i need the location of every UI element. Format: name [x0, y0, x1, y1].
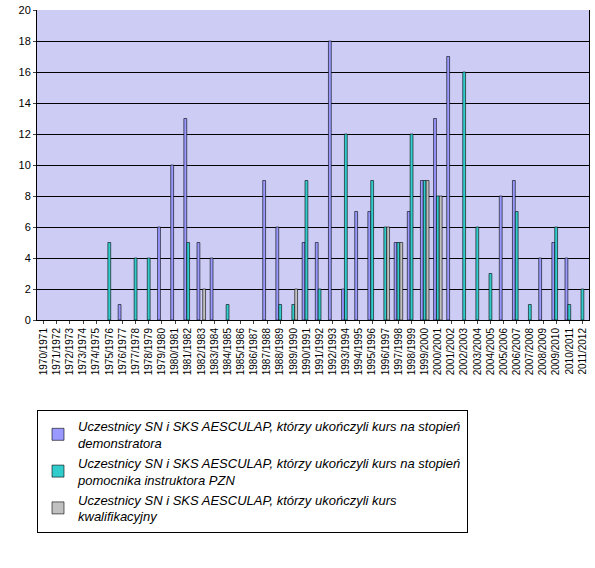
svg-text:10: 10 [19, 159, 31, 171]
svg-text:2005/2006: 2005/2006 [498, 328, 509, 376]
svg-text:2006/2007: 2006/2007 [511, 328, 522, 376]
svg-text:1974/1975: 1974/1975 [90, 328, 101, 376]
svg-text:1992/1993: 1992/1993 [327, 328, 338, 376]
svg-text:20: 20 [19, 4, 31, 16]
svg-text:1972/1973: 1972/1973 [64, 328, 75, 376]
svg-text:6: 6 [25, 221, 31, 233]
svg-text:14: 14 [19, 97, 31, 109]
svg-text:2004/2005: 2004/2005 [485, 328, 496, 376]
svg-text:2: 2 [25, 283, 31, 295]
svg-text:1980/1981: 1980/1981 [169, 328, 180, 376]
svg-text:12: 12 [19, 128, 31, 140]
svg-text:1997/1998: 1997/1998 [393, 328, 404, 376]
svg-text:1985/1986: 1985/1986 [235, 328, 246, 376]
svg-text:1995/1996: 1995/1996 [366, 328, 377, 376]
svg-text:Uczestnicy SN i SKS AESCULAP,: Uczestnicy SN i SKS AESCULAP, którzy uko… [78, 419, 460, 451]
svg-text:1979/1980: 1979/1980 [156, 328, 167, 376]
svg-text:1977/1978: 1977/1978 [130, 328, 141, 376]
svg-text:1993/1994: 1993/1994 [340, 328, 351, 376]
svg-text:1984/1985: 1984/1985 [222, 328, 233, 376]
svg-text:1976/1977: 1976/1977 [117, 328, 128, 376]
svg-text:Uczestnicy SN i SKS AESCULAP,: Uczestnicy SN i SKS AESCULAP, którzy uko… [77, 456, 460, 488]
svg-text:0: 0 [25, 314, 31, 326]
svg-text:1986/1987: 1986/1987 [248, 328, 259, 376]
svg-text:2008/2009: 2008/2009 [537, 328, 548, 376]
svg-text:1994/1995: 1994/1995 [353, 328, 364, 376]
svg-text:1987/1988: 1987/1988 [261, 328, 272, 376]
svg-text:1983/1984: 1983/1984 [209, 328, 220, 376]
svg-text:2007/2008: 2007/2008 [524, 328, 535, 376]
svg-text:Uczestnicy SN i SKS AESCULAP,: Uczestnicy SN i SKS AESCULAP, którzy uko… [78, 493, 397, 525]
svg-text:1988/1989: 1988/1989 [274, 328, 285, 376]
svg-text:2000/2001: 2000/2001 [432, 328, 443, 376]
svg-text:1999/2000: 1999/2000 [419, 328, 430, 376]
svg-text:1975/1976: 1975/1976 [104, 328, 115, 376]
svg-text:2001/2002: 2001/2002 [445, 328, 456, 376]
svg-text:4: 4 [25, 252, 31, 264]
svg-text:1981/1982: 1981/1982 [182, 328, 193, 376]
svg-text:8: 8 [25, 190, 31, 202]
svg-text:18: 18 [19, 35, 31, 47]
svg-text:1998/1999: 1998/1999 [406, 328, 417, 376]
svg-text:1996/1997: 1996/1997 [380, 328, 391, 376]
svg-text:2010/2011: 2010/2011 [564, 328, 575, 375]
svg-text:1989/1990: 1989/1990 [288, 328, 299, 376]
svg-text:2011/2012: 2011/2012 [577, 328, 588, 375]
svg-text:16: 16 [19, 66, 31, 78]
svg-text:2003/2004: 2003/2004 [472, 328, 483, 376]
svg-text:1971/1972: 1971/1972 [51, 328, 62, 376]
svg-text:2002/2003: 2002/2003 [458, 328, 469, 376]
svg-text:1990/1991: 1990/1991 [301, 328, 312, 376]
svg-text:1991/1992: 1991/1992 [314, 328, 325, 376]
svg-text:1978/1979: 1978/1979 [143, 328, 154, 376]
svg-text:1982/1983: 1982/1983 [196, 328, 207, 376]
svg-text:1970/1971: 1970/1971 [38, 328, 49, 376]
svg-text:1973/1974: 1973/1974 [77, 328, 88, 376]
svg-text:2009/2010: 2009/2010 [550, 328, 561, 376]
